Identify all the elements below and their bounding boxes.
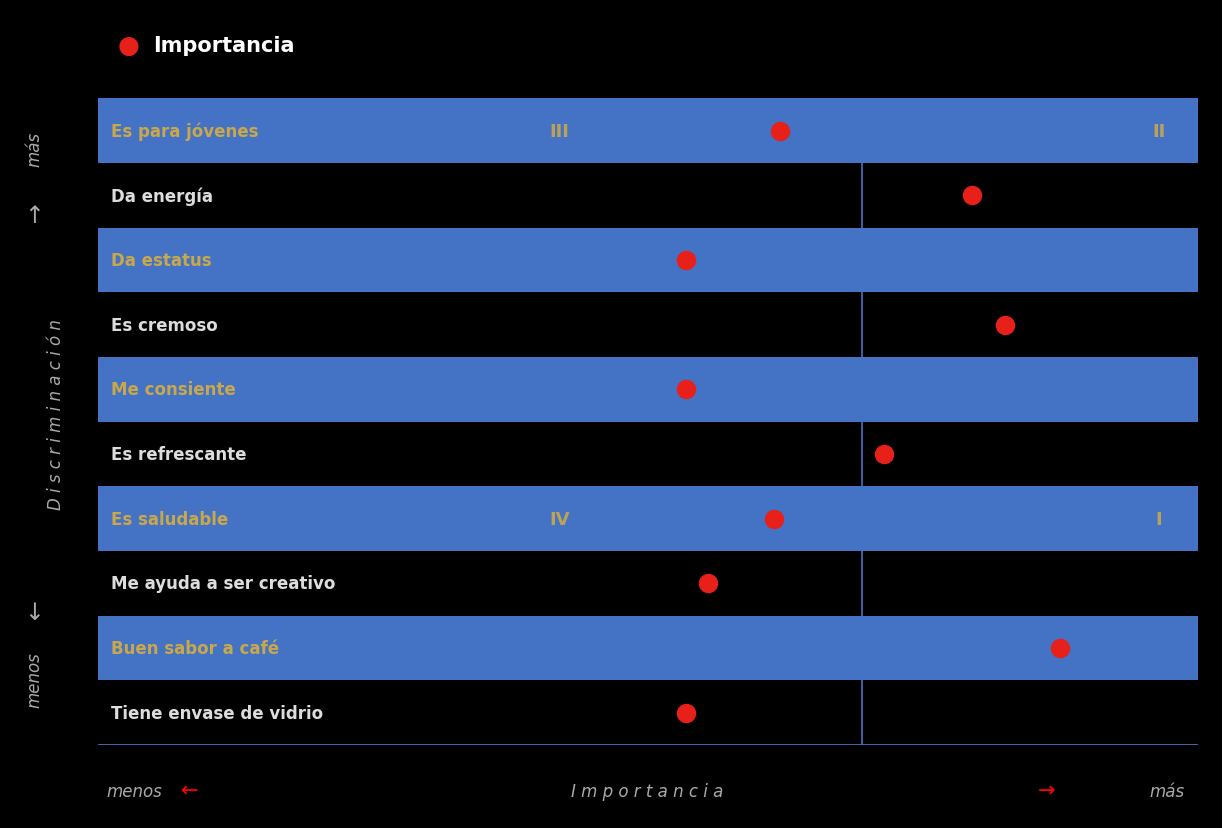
Text: Es cremoso: Es cremoso	[111, 316, 218, 335]
Text: Tiene envase de vidrio: Tiene envase de vidrio	[111, 704, 323, 722]
Text: Da energía: Da energía	[111, 187, 213, 205]
Text: más: más	[1150, 782, 1184, 800]
Text: ↑: ↑	[24, 204, 44, 227]
Text: ←: ←	[181, 781, 198, 801]
Text: Me consiente: Me consiente	[111, 381, 236, 399]
Text: I: I	[1156, 510, 1162, 528]
Bar	[98, 616, 1198, 681]
Text: Es para jóvenes: Es para jóvenes	[111, 123, 259, 141]
Text: II: II	[1152, 123, 1166, 141]
Bar	[98, 99, 1198, 164]
Text: Es saludable: Es saludable	[111, 510, 229, 528]
Text: Da estatus: Da estatus	[111, 252, 211, 270]
Bar	[98, 358, 1198, 422]
Text: Importancia: Importancia	[153, 36, 295, 55]
Text: más: más	[26, 132, 43, 166]
Bar	[98, 681, 1198, 745]
Text: ●: ●	[117, 34, 139, 57]
Bar	[98, 487, 1198, 551]
Text: Es refrescante: Es refrescante	[111, 445, 247, 464]
Bar	[98, 229, 1198, 293]
Text: IV: IV	[550, 510, 569, 528]
Bar	[98, 551, 1198, 616]
Bar	[98, 164, 1198, 229]
Text: III: III	[550, 123, 569, 141]
Text: menos: menos	[106, 782, 163, 800]
Text: →: →	[1037, 781, 1056, 801]
Text: D i s c r i m i n a c i ó n: D i s c r i m i n a c i ó n	[48, 319, 65, 509]
Text: I m p o r t a n c i a: I m p o r t a n c i a	[572, 782, 723, 800]
Bar	[98, 293, 1198, 358]
Bar	[98, 422, 1198, 487]
Text: Buen sabor a café: Buen sabor a café	[111, 639, 279, 657]
Text: ↓: ↓	[24, 601, 44, 624]
Text: menos: menos	[26, 651, 43, 707]
Text: Me ayuda a ser creativo: Me ayuda a ser creativo	[111, 575, 335, 593]
